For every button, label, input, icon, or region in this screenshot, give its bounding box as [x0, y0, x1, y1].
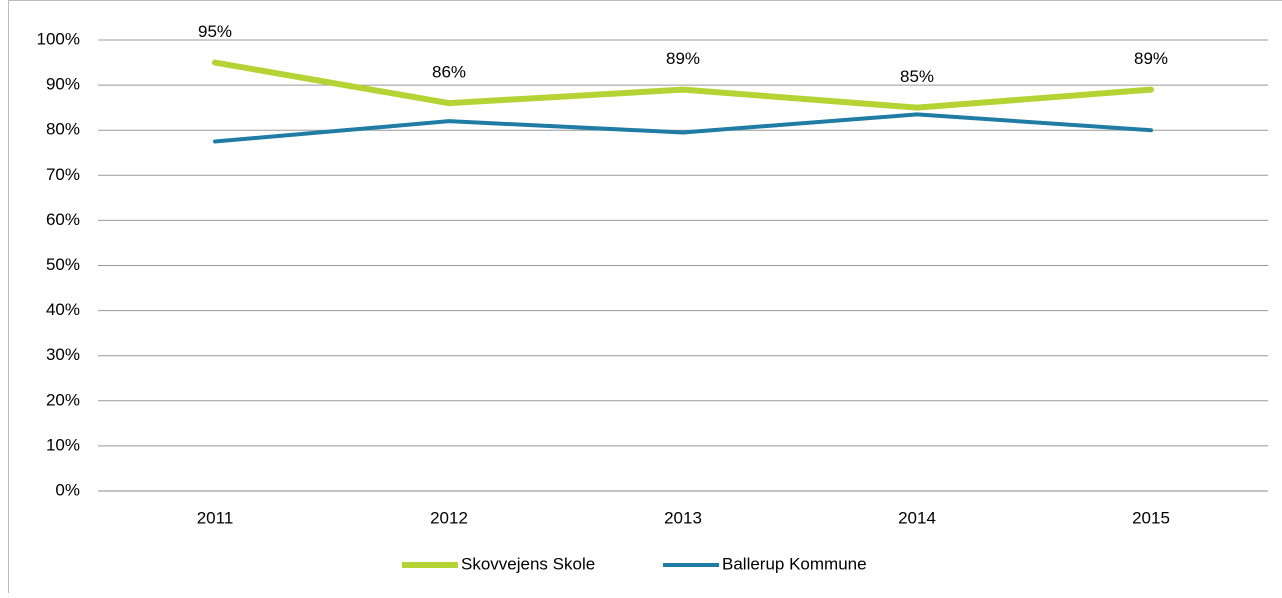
- legend-label: Ballerup Kommune: [722, 554, 867, 573]
- data-label: 86%: [432, 63, 466, 82]
- y-tick-label: 50%: [46, 255, 80, 274]
- y-tick-label: 90%: [46, 75, 80, 94]
- data-label: 89%: [666, 49, 700, 68]
- series-line: [215, 114, 1151, 141]
- data-label: 95%: [198, 22, 232, 41]
- legend-label: Skovvejens Skole: [461, 554, 595, 573]
- x-tick-label: 2015: [1132, 508, 1170, 527]
- y-tick-label: 20%: [46, 390, 80, 409]
- x-tick-label: 2011: [197, 508, 234, 527]
- y-tick-label: 80%: [46, 120, 80, 139]
- data-label: 89%: [1134, 49, 1168, 68]
- y-tick-label: 30%: [46, 345, 80, 364]
- x-tick-label: 2012: [430, 508, 468, 527]
- y-tick-label: 0%: [55, 480, 80, 499]
- y-tick-label: 10%: [46, 435, 80, 454]
- y-tick-label: 60%: [46, 210, 80, 229]
- y-tick-label: 70%: [46, 165, 80, 184]
- y-tick-label: 100%: [37, 29, 80, 48]
- x-tick-label: 2013: [664, 508, 702, 527]
- y-tick-label: 40%: [46, 300, 80, 319]
- data-label: 85%: [900, 67, 934, 86]
- x-tick-label: 2014: [898, 508, 936, 527]
